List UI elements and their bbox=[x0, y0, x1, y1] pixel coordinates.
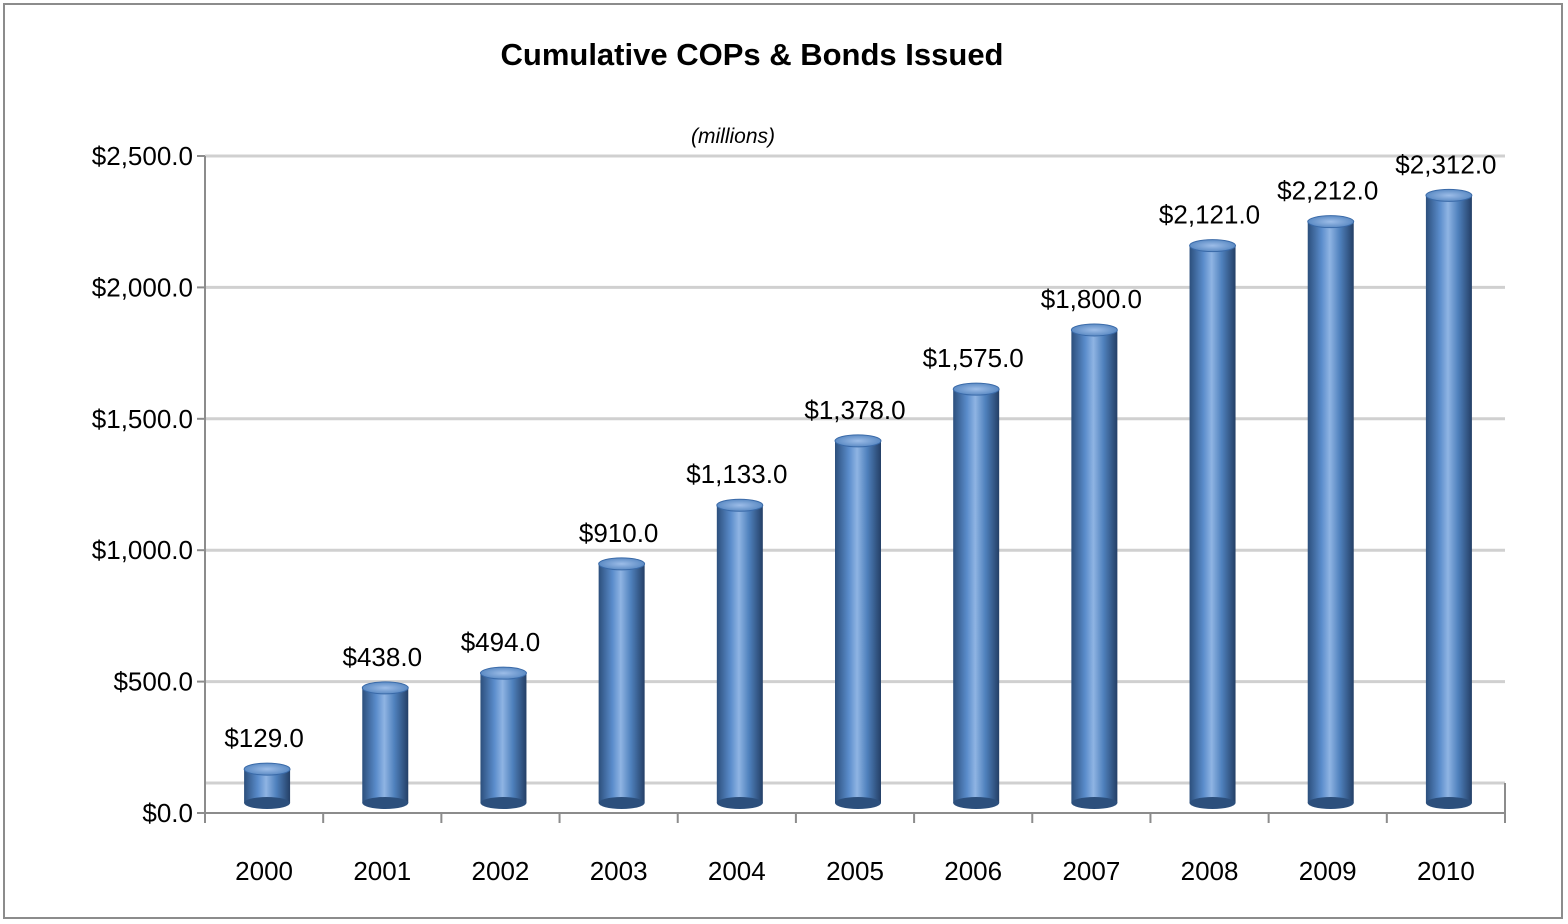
data-label: $2,121.0 bbox=[1159, 200, 1260, 230]
bar-body bbox=[835, 440, 881, 803]
bar bbox=[243, 762, 291, 809]
bar bbox=[1070, 323, 1118, 809]
bar-body bbox=[362, 687, 409, 803]
bar-top bbox=[1189, 239, 1237, 253]
bar-top bbox=[479, 666, 527, 680]
bar-body bbox=[953, 389, 1000, 803]
data-labels: $129.0 $438.0 $494.0 $910.0 $1,133.0 $1,378.0… bbox=[224, 149, 1496, 753]
data-label: $1,800.0 bbox=[1041, 284, 1142, 314]
bar-top bbox=[243, 762, 291, 776]
y-tick-label: $2,500.0 bbox=[92, 141, 193, 171]
bar-top bbox=[834, 434, 882, 448]
bar bbox=[1425, 188, 1473, 809]
bar-body bbox=[1307, 221, 1354, 803]
y-tick-label: $2,000.0 bbox=[92, 272, 193, 302]
bar-base bbox=[835, 797, 881, 809]
bar-base bbox=[480, 797, 527, 809]
data-label: $910.0 bbox=[579, 518, 659, 548]
x-tick-label: 2009 bbox=[1299, 856, 1357, 886]
y-tick-label: $1,000.0 bbox=[92, 535, 193, 565]
x-tick-labels: 2000 2001 2002 2003 2004 2005 2006 2007 2008 2009… bbox=[235, 856, 1475, 886]
bar bbox=[716, 498, 764, 809]
bar-body bbox=[480, 673, 527, 803]
data-label: $2,312.0 bbox=[1395, 149, 1496, 179]
x-tick-label: 2005 bbox=[826, 856, 884, 886]
bar-base bbox=[1071, 797, 1118, 809]
chart-title: Cumulative COPs & Bonds Issued bbox=[501, 37, 1004, 72]
bar bbox=[952, 382, 1000, 809]
bar-base bbox=[244, 797, 291, 809]
y-tick-label: $0.0 bbox=[142, 798, 193, 828]
bar bbox=[361, 681, 409, 809]
x-tick-label: 2004 bbox=[708, 856, 766, 886]
bar-body bbox=[716, 505, 763, 803]
bar bbox=[479, 666, 527, 809]
data-label: $1,133.0 bbox=[686, 459, 787, 489]
bar-base bbox=[598, 797, 645, 809]
data-label: $1,378.0 bbox=[804, 395, 905, 425]
bar bbox=[834, 434, 882, 809]
x-tick-label: 2007 bbox=[1062, 856, 1120, 886]
bar-base bbox=[953, 797, 1000, 809]
chart-subtitle: (millions) bbox=[691, 125, 775, 148]
bar-base bbox=[1307, 797, 1354, 809]
x-tick-label: 2002 bbox=[472, 856, 530, 886]
bar-base bbox=[1425, 797, 1472, 809]
bar-top bbox=[598, 557, 646, 571]
data-label: $494.0 bbox=[461, 627, 541, 657]
bar-body bbox=[598, 563, 645, 803]
x-tick-label: 2006 bbox=[944, 856, 1002, 886]
bar-top bbox=[1070, 323, 1118, 337]
bar bbox=[1189, 239, 1237, 809]
bar-body bbox=[1071, 329, 1118, 803]
axes bbox=[197, 155, 1506, 823]
bar-top bbox=[952, 382, 1000, 396]
data-label: $129.0 bbox=[224, 723, 304, 753]
x-tick-label: 2003 bbox=[590, 856, 648, 886]
y-tick-labels: $0.0 $500.0 $1,000.0 $1,500.0 $2,000.0 $2,500… bbox=[92, 141, 193, 828]
x-tick-label: 2010 bbox=[1417, 856, 1475, 886]
bar-top bbox=[1307, 215, 1355, 229]
bar-base bbox=[362, 797, 409, 809]
data-label: $438.0 bbox=[343, 642, 423, 672]
x-tick-label: 2000 bbox=[235, 856, 293, 886]
bar-top bbox=[716, 498, 764, 512]
data-label: $2,212.0 bbox=[1277, 176, 1378, 206]
data-label: $1,575.0 bbox=[923, 343, 1024, 373]
bar-base bbox=[1189, 797, 1236, 809]
bar bbox=[1307, 215, 1355, 809]
y-tick-label: $500.0 bbox=[113, 667, 193, 697]
bar-top bbox=[1425, 188, 1473, 202]
bar-base bbox=[716, 797, 763, 809]
x-tick-label: 2001 bbox=[353, 856, 411, 886]
y-tick-label: $1,500.0 bbox=[92, 404, 193, 434]
bar-top bbox=[361, 681, 409, 695]
bar-body bbox=[1189, 245, 1236, 803]
x-tick-label: 2008 bbox=[1181, 856, 1239, 886]
bars bbox=[243, 188, 1473, 809]
bar-body bbox=[1425, 195, 1472, 804]
bar bbox=[598, 557, 646, 809]
